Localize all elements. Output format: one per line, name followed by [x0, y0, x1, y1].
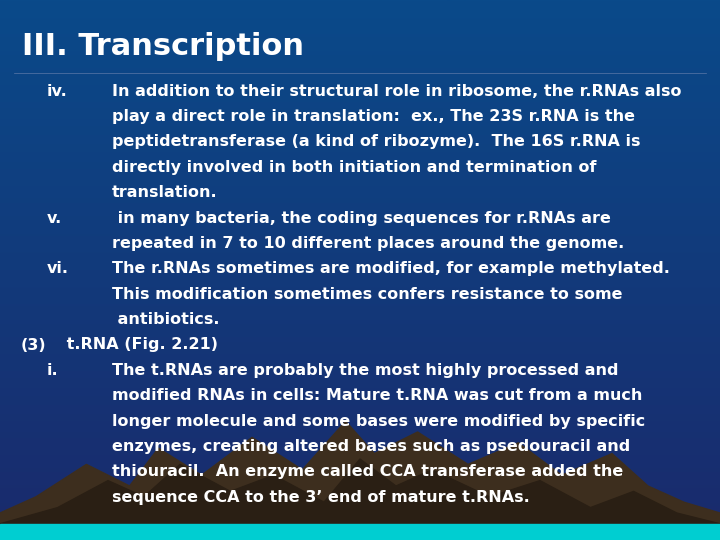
- Text: vi.: vi.: [47, 261, 69, 276]
- Text: play a direct role in translation:  ex., The 23S r.RNA is the: play a direct role in translation: ex., …: [112, 109, 634, 124]
- Text: enzymes, creating altered bases such as psedouracil and: enzymes, creating altered bases such as …: [112, 439, 630, 454]
- Text: iv.: iv.: [47, 84, 68, 99]
- Text: The t.RNAs are probably the most highly processed and: The t.RNAs are probably the most highly …: [112, 363, 618, 378]
- Text: sequence CCA to the 3’ end of mature t.RNAs.: sequence CCA to the 3’ end of mature t.R…: [112, 490, 529, 505]
- Text: This modification sometimes confers resistance to some: This modification sometimes confers resi…: [112, 287, 622, 302]
- Text: longer molecule and some bases were modified by specific: longer molecule and some bases were modi…: [112, 414, 645, 429]
- Text: i.: i.: [47, 363, 58, 378]
- Text: thiouracil.  An enzyme called CCA transferase added the: thiouracil. An enzyme called CCA transfe…: [112, 464, 623, 480]
- Text: translation.: translation.: [112, 185, 217, 200]
- Text: t.RNA (Fig. 2.21): t.RNA (Fig. 2.21): [61, 338, 218, 353]
- Text: in many bacteria, the coding sequences for r.RNAs are: in many bacteria, the coding sequences f…: [112, 211, 611, 226]
- Bar: [0, 524, 720, 540]
- Text: antibiotics.: antibiotics.: [112, 312, 219, 327]
- Text: III. Transcription: III. Transcription: [22, 32, 304, 62]
- Text: (3): (3): [20, 338, 46, 353]
- Text: repeated in 7 to 10 different places around the genome.: repeated in 7 to 10 different places aro…: [112, 236, 624, 251]
- Text: v.: v.: [47, 211, 62, 226]
- Text: peptidetransferase (a kind of ribozyme).  The 16S r.RNA is: peptidetransferase (a kind of ribozyme).…: [112, 134, 640, 150]
- Text: The r.RNAs sometimes are modified, for example methylated.: The r.RNAs sometimes are modified, for e…: [112, 261, 670, 276]
- Text: directly involved in both initiation and termination of: directly involved in both initiation and…: [112, 160, 596, 175]
- Text: modified RNAs in cells: Mature t.RNA was cut from a much: modified RNAs in cells: Mature t.RNA was…: [112, 388, 642, 403]
- Text: In addition to their structural role in ribosome, the r.RNAs also: In addition to their structural role in …: [112, 84, 681, 99]
